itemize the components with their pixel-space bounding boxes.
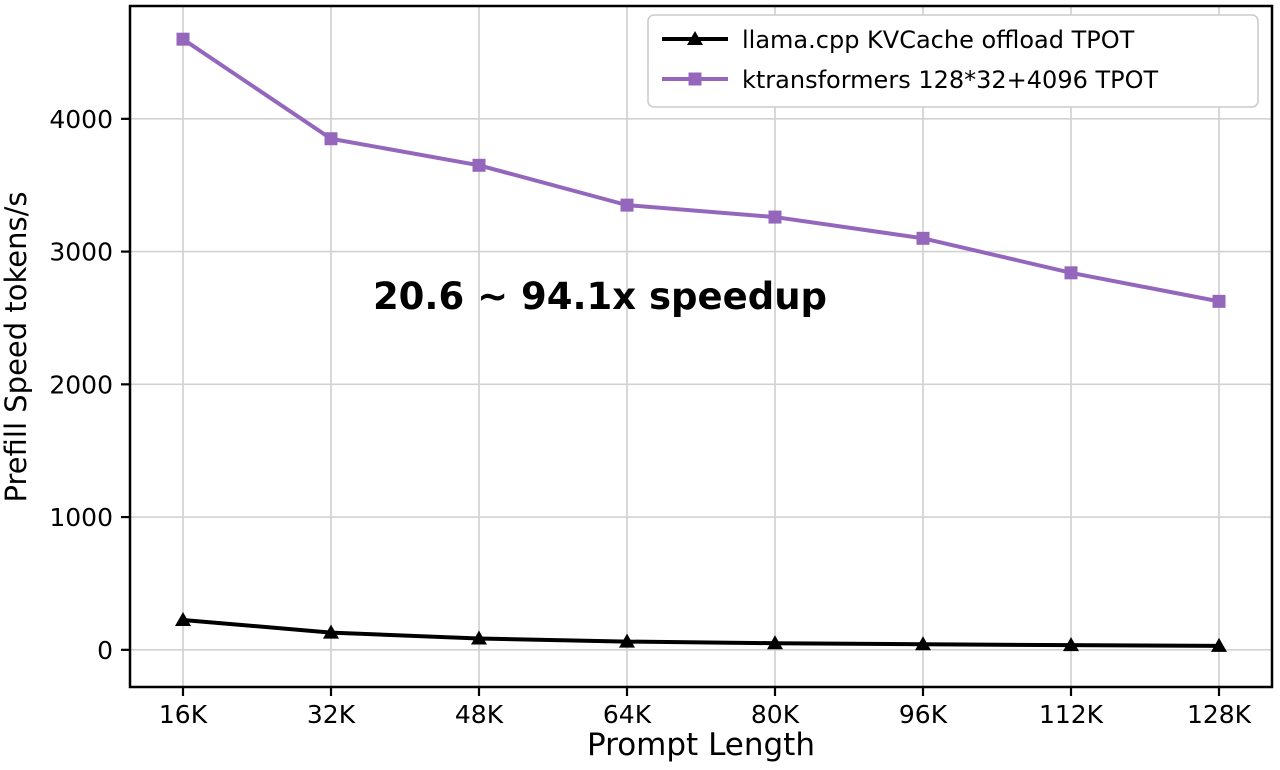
x-tick-label: 64K — [603, 700, 652, 729]
triangle-marker — [767, 635, 783, 650]
x-tick-label: 16K — [159, 700, 208, 729]
grid-layer — [130, 6, 1272, 687]
square-marker — [1212, 294, 1226, 308]
square-marker — [1064, 266, 1078, 280]
legend-label: ktransformers 128*32+4096 TPOT — [742, 66, 1159, 94]
plot-border — [128, 4, 1274, 689]
series-layer — [175, 32, 1227, 652]
square-marker — [620, 198, 634, 212]
speedup-annotation: 20.6 ~ 94.1x speedup — [373, 275, 827, 318]
series-line — [181, 617, 1221, 648]
legend-box — [647, 14, 1259, 108]
y-tick-label: 4000 — [49, 105, 113, 134]
y-tick-label: 3000 — [49, 238, 113, 267]
series-line — [181, 37, 1221, 304]
ticks-layer: 16K 32K 48K 64K 80K 96K 112K 128K 0 1000 2000 3000 4… — [49, 105, 1251, 729]
triangle-marker — [471, 630, 487, 645]
triangle-marker — [323, 624, 339, 639]
triangle-marker — [687, 31, 703, 45]
square-marker — [472, 158, 486, 172]
x-tick-label: 80K — [751, 700, 800, 729]
square-marker — [916, 231, 930, 245]
legend: llama.cpp KVCache offload TPOT ktransform… — [647, 14, 1259, 108]
x-tick-label: 112K — [1039, 700, 1104, 729]
x-tick-label: 32K — [307, 700, 356, 729]
square-marker — [688, 72, 702, 86]
triangle-marker — [1063, 637, 1079, 652]
x-tick-label: 96K — [899, 700, 948, 729]
triangle-marker — [915, 636, 931, 651]
y-tick-label: 2000 — [49, 370, 113, 399]
x-axis-label: Prompt Length — [587, 727, 815, 763]
square-marker — [768, 210, 782, 224]
triangle-marker — [1211, 637, 1227, 652]
x-tick-label: 48K — [455, 700, 504, 729]
y-tick-label: 0 — [97, 636, 113, 665]
x-tick-label: 128K — [1187, 700, 1252, 729]
triangle-marker — [619, 633, 635, 648]
triangle-marker — [175, 611, 191, 626]
y-axis-label: Prefill Speed tokens/s — [0, 192, 33, 503]
legend-label: llama.cpp KVCache offload TPOT — [742, 26, 1135, 54]
square-marker — [324, 132, 338, 146]
y-tick-label: 1000 — [49, 503, 113, 532]
square-marker — [176, 32, 190, 46]
